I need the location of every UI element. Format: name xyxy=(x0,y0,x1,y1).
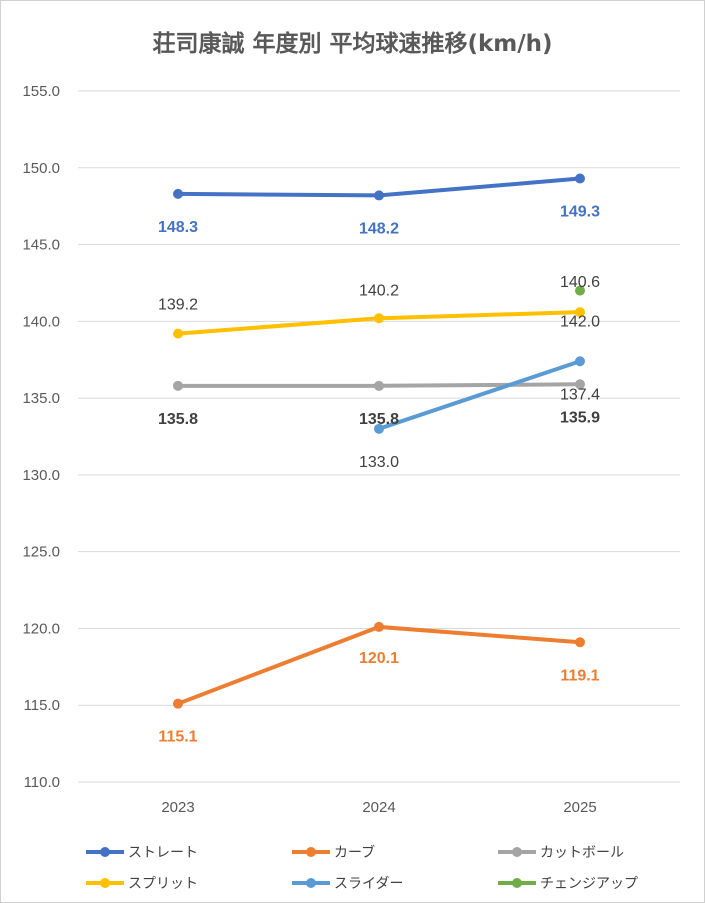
data-labels: 148.3 148.2 149.3 115.1 120.1 119.1 135.8 135.8… xyxy=(158,204,600,746)
data-label: 135.8 xyxy=(359,411,399,428)
x-tick-label: 2023 xyxy=(161,799,194,816)
y-tick-label: 120.0 xyxy=(22,620,60,637)
data-point xyxy=(374,423,384,434)
y-tick-label: 125.0 xyxy=(22,544,60,561)
data-point xyxy=(374,621,384,632)
legend-marker xyxy=(306,878,316,888)
series-line xyxy=(377,359,582,431)
y-tick-label: 115.0 xyxy=(24,697,60,714)
legend-marker xyxy=(100,847,110,857)
y-tick-label: 135.0 xyxy=(22,390,60,407)
data-point xyxy=(575,637,585,648)
legend-item: カーブ xyxy=(292,844,375,861)
data-point xyxy=(374,190,384,201)
data-point xyxy=(575,173,585,184)
legend-label: カットボール xyxy=(540,845,624,861)
data-label: 135.9 xyxy=(560,409,600,426)
data-point xyxy=(173,698,183,709)
data-label: 135.8 xyxy=(158,411,198,428)
legend-marker xyxy=(512,878,522,888)
data-label: 115.1 xyxy=(158,729,197,746)
data-label: 133.0 xyxy=(359,454,399,471)
legend-label: チェンジアップ xyxy=(540,876,638,892)
data-point xyxy=(173,188,183,199)
data-label: 120.1 xyxy=(359,650,399,667)
legend-marker xyxy=(100,878,110,888)
data-point xyxy=(173,380,183,391)
data-point xyxy=(575,356,585,367)
legend-label: ストレート xyxy=(128,845,198,861)
legend-marker xyxy=(306,847,316,857)
data-point xyxy=(575,285,585,296)
data-label: 148.3 xyxy=(158,219,198,236)
series-5 xyxy=(575,285,585,296)
legend-item: カットボール xyxy=(498,845,624,861)
data-label: 149.3 xyxy=(560,204,600,221)
data-label: 139.2 xyxy=(158,297,198,314)
data-point xyxy=(575,379,585,390)
y-tick-label: 140.0 xyxy=(22,313,60,330)
data-point xyxy=(173,328,183,339)
series-4 xyxy=(374,356,585,434)
data-label: 140.6 xyxy=(560,274,600,291)
series-1 xyxy=(173,621,585,709)
legend-item: ストレート xyxy=(86,845,198,861)
data-point xyxy=(575,307,585,318)
series-0 xyxy=(173,173,585,201)
data-label: 140.2 xyxy=(359,282,399,299)
x-axis-ticks: 2023 2024 2025 xyxy=(161,799,596,816)
series-layer xyxy=(173,173,585,709)
y-axis-ticks: 110.0 115.0 120.0 125.0 130.0 135.0 140.0 145.0… xyxy=(22,83,60,791)
chart-title: 荘司康誠 年度別 平均球速推移(km/h) xyxy=(152,31,553,57)
y-tick-label: 155.0 xyxy=(22,83,60,100)
data-label: 137.4 xyxy=(560,386,600,403)
y-tick-label: 110.0 xyxy=(24,774,60,791)
data-point xyxy=(374,313,384,324)
legend-label: スプリット xyxy=(128,876,198,892)
y-tick-label: 150.0 xyxy=(22,160,60,177)
data-label: 148.2 xyxy=(359,220,399,237)
data-label: 119.1 xyxy=(560,667,599,684)
data-label: 142.0 xyxy=(560,314,600,331)
y-tick-label: 130.0 xyxy=(22,467,60,484)
x-tick-label: 2025 xyxy=(563,799,596,816)
series-3 xyxy=(173,307,585,339)
legend-item: チェンジアップ xyxy=(498,876,638,892)
data-point xyxy=(374,380,384,391)
legend-item: スプリット xyxy=(86,876,198,892)
legend-label: カーブ xyxy=(334,844,375,861)
x-tick-label: 2024 xyxy=(362,799,395,816)
y-tick-label: 145.0 xyxy=(22,237,60,254)
legend-marker xyxy=(512,847,522,857)
legend-label: スライダー xyxy=(334,876,403,892)
legend-item: スライダー xyxy=(292,876,403,892)
